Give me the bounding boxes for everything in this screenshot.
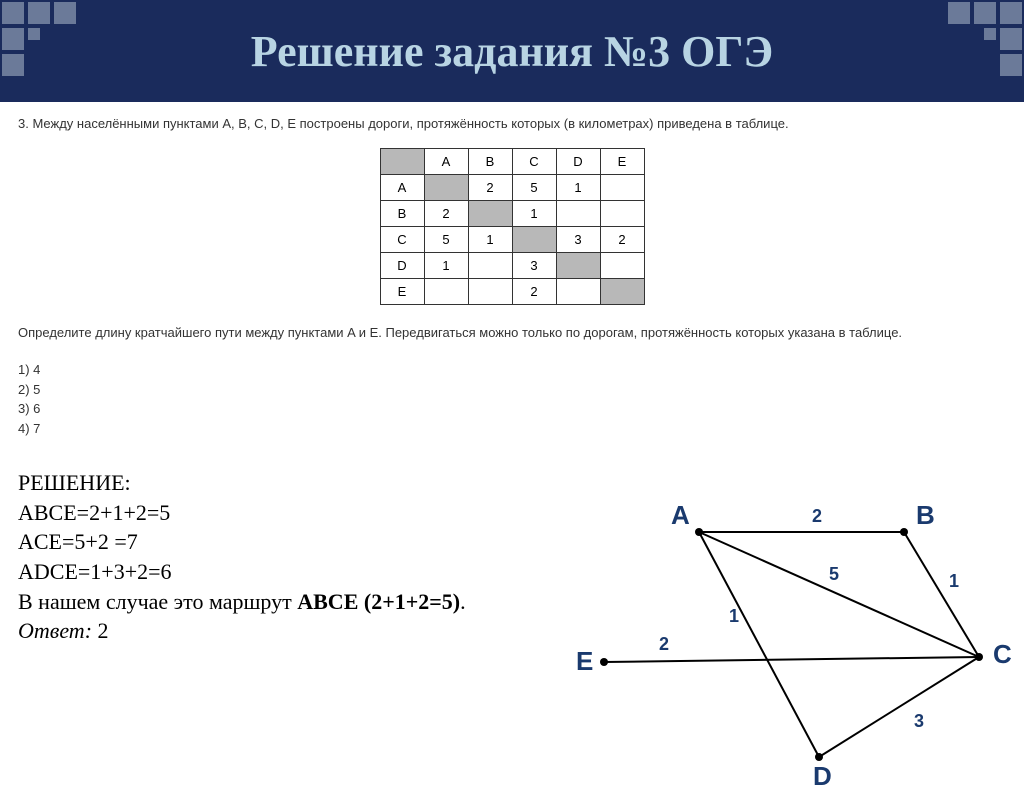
- row-header: D: [380, 252, 424, 278]
- col-header: B: [468, 148, 512, 174]
- svg-text:5: 5: [829, 564, 839, 584]
- table-cell: [468, 252, 512, 278]
- table-cell: 5: [424, 226, 468, 252]
- table-cell: 1: [424, 252, 468, 278]
- col-header: D: [556, 148, 600, 174]
- table-cell: 1: [468, 226, 512, 252]
- table-cell: [600, 174, 644, 200]
- table-cell: 5: [512, 174, 556, 200]
- row-header: C: [380, 226, 424, 252]
- table-cell: 2: [424, 200, 468, 226]
- svg-text:1: 1: [949, 571, 959, 591]
- table-cell: [556, 278, 600, 304]
- table-cell: 2: [468, 174, 512, 200]
- table-cell: [468, 278, 512, 304]
- svg-text:A: A: [671, 500, 690, 530]
- option-2: 2) 5: [18, 380, 1006, 400]
- svg-text:2: 2: [812, 506, 822, 526]
- table-cell: [556, 200, 600, 226]
- table-cell: [600, 200, 644, 226]
- road-graph: 2 5 1 1 3 2 A B C D E: [574, 482, 1014, 792]
- table-cell: 3: [512, 252, 556, 278]
- table-cell: 3: [556, 226, 600, 252]
- slide-content: 3. Между населёнными пунктами A, B, C, D…: [0, 102, 1024, 658]
- table-cell: 1: [556, 174, 600, 200]
- svg-text:E: E: [576, 646, 593, 676]
- distance-table: A B C D E A 2 5 1 B 2 1 C 5 1 3: [380, 148, 645, 305]
- svg-text:1: 1: [729, 606, 739, 626]
- row-header: A: [380, 174, 424, 200]
- col-header: C: [512, 148, 556, 174]
- svg-text:D: D: [813, 761, 832, 791]
- table-cell: [424, 278, 468, 304]
- row-header: B: [380, 200, 424, 226]
- option-1: 1) 4: [18, 360, 1006, 380]
- option-3: 3) 6: [18, 399, 1006, 419]
- svg-text:B: B: [916, 500, 935, 530]
- table-cell: 2: [512, 278, 556, 304]
- svg-text:2: 2: [659, 634, 669, 654]
- svg-text:3: 3: [914, 711, 924, 731]
- table-cell: 2: [600, 226, 644, 252]
- problem-question: Определите длину кратчайшего пути между …: [18, 323, 1006, 343]
- row-header: E: [380, 278, 424, 304]
- slide-header: Решение задания №3 ОГЭ: [0, 0, 1024, 102]
- svg-text:C: C: [993, 639, 1012, 669]
- table-cell: [600, 252, 644, 278]
- col-header: A: [424, 148, 468, 174]
- option-4: 4) 7: [18, 419, 1006, 439]
- col-header: E: [600, 148, 644, 174]
- slide-title: Решение задания №3 ОГЭ: [251, 26, 773, 77]
- problem-intro: 3. Между населёнными пунктами A, B, C, D…: [18, 114, 1006, 134]
- table-cell: 1: [512, 200, 556, 226]
- answer-options: 1) 4 2) 5 3) 6 4) 7: [18, 360, 1006, 438]
